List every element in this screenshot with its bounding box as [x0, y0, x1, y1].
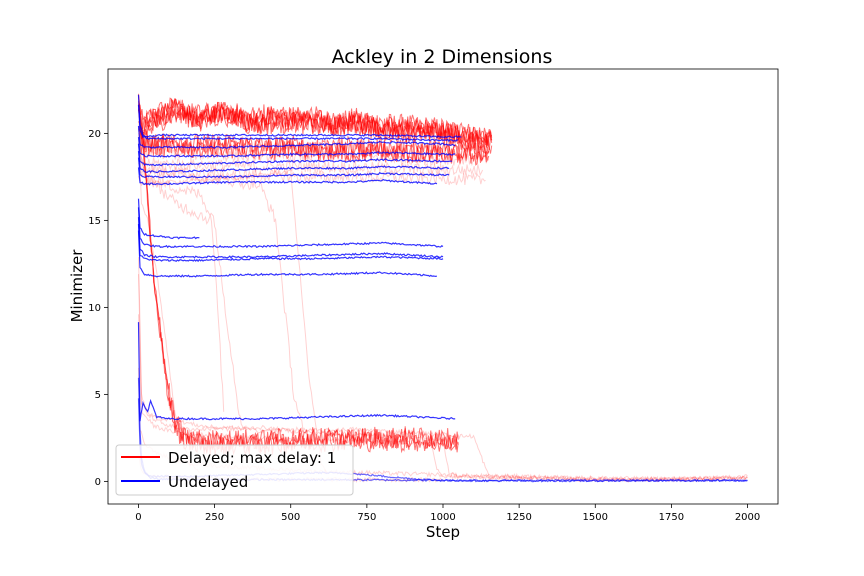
- undelayed-run-line: [137, 104, 459, 143]
- x-tick-label: 1250: [506, 512, 531, 523]
- legend-label-delayed: Delayed; max delay: 1: [168, 449, 336, 467]
- undelayed-run-line: [137, 125, 456, 149]
- delayed-run-line: [138, 128, 490, 166]
- undelayed-run-line: [137, 198, 200, 240]
- x-tick-label: 0: [135, 512, 141, 523]
- undelayed-run-line: [137, 151, 450, 174]
- delayed-run-line: [138, 139, 490, 167]
- undelayed-run-line: [137, 217, 444, 259]
- axes: 0 250 500 750 1000 1250 1500 1750 2000 0 5 10 15 20: [88, 129, 760, 523]
- delayed-run-line: [138, 162, 486, 186]
- delayed-run-line: [138, 274, 748, 483]
- undelayed-run-line: [137, 157, 450, 179]
- x-tick-label: 500: [281, 512, 300, 523]
- y-tick-label: 20: [88, 129, 101, 140]
- legend: Delayed; max delay: 1 Undelayed: [115, 444, 354, 496]
- undelayed-run-line: [137, 230, 438, 278]
- y-tick-label: 5: [95, 390, 101, 401]
- y-tick-label: 15: [88, 216, 101, 227]
- delayed-run-line: [138, 314, 748, 483]
- undelayed-run-line: [137, 167, 438, 186]
- delayed-run-line: [138, 120, 225, 412]
- undelayed-run-line: [137, 322, 456, 422]
- undelayed-run-line: [137, 207, 444, 249]
- undelayed-run-line: [137, 94, 462, 139]
- x-tick-label: 2000: [735, 512, 760, 523]
- y-tick-label: 0: [95, 477, 101, 488]
- x-tick-label: 250: [205, 512, 224, 523]
- y-tick-label: 10: [88, 303, 101, 314]
- delayed-run-line: [138, 168, 328, 475]
- undelayed-run-line: [137, 137, 456, 158]
- legend-label-undelayed: Undelayed: [168, 473, 248, 491]
- y-axis-title: Minimizer: [68, 249, 86, 323]
- delayed-run-line: [138, 145, 484, 178]
- delayed-run-line: [138, 103, 459, 454]
- delayed-run-line: [138, 104, 493, 154]
- chart-title: Ackley in 2 Dimensions: [332, 46, 553, 68]
- plot-area: [137, 93, 748, 483]
- x-tick-label: 1500: [583, 512, 608, 523]
- x-tick-label: 750: [357, 512, 376, 523]
- delayed-run-line: [138, 154, 249, 439]
- x-tick-label: 1000: [430, 512, 455, 523]
- undelayed-run-line: [137, 223, 444, 263]
- x-tick-label: 1750: [659, 512, 684, 523]
- legend-box: [115, 444, 354, 496]
- x-axis-title: Step: [426, 523, 460, 541]
- undelayed-run-line: [137, 143, 453, 167]
